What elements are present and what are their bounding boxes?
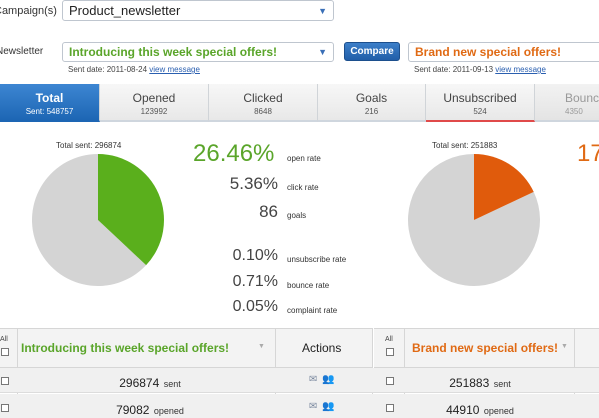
bounce-rate-value: 0.71%: [232, 273, 278, 290]
tab-unsubscribed-value: 524: [473, 107, 487, 116]
tab-opened[interactable]: Opened 123992: [100, 84, 209, 122]
compare-button[interactable]: Compare: [344, 42, 400, 61]
tab-bounce-value: 4350: [565, 107, 583, 116]
left-sent-date: Sent date: 2011-08-24: [68, 65, 148, 74]
right-pie-open-slice: [474, 154, 534, 220]
caret-down-icon: ▼: [318, 5, 327, 16]
left-row-sent-value: 296874: [119, 376, 160, 390]
tab-bounce-label: Bounce: [565, 91, 599, 105]
tab-clicked-value: 8648: [254, 107, 272, 116]
campaign-label: Campaign(s): [0, 5, 57, 17]
left-table-title: Introducing this week special offers!: [21, 341, 230, 355]
tab-bounce[interactable]: Bounce 4350: [535, 84, 599, 122]
right-row-sent: 251883 sent: [425, 374, 535, 392]
right-title-caret-icon[interactable]: ▼: [561, 343, 568, 350]
campaign-select[interactable]: Product_newsletter ▼: [62, 0, 334, 21]
right-table-header: [374, 328, 599, 368]
tab-opened-value: 123992: [140, 107, 168, 116]
newsletter-label: Newsletter: [0, 46, 44, 57]
right-row-sent-label: sent: [493, 379, 511, 389]
right-select-all-checkbox[interactable]: [386, 348, 394, 356]
tab-goals[interactable]: Goals 216: [318, 84, 426, 122]
right-newsletter-select-value: Brand new special offers!: [415, 45, 562, 59]
right-row-sent-value: 251883: [449, 376, 490, 390]
left-row-opened-value: 79082: [116, 403, 150, 417]
left-row-opened: 79082 opened: [100, 401, 200, 418]
right-view-message-link[interactable]: view message: [495, 65, 546, 74]
left-newsletter-select[interactable]: Introducing this week special offers! ▼: [62, 42, 334, 62]
left-all-label: All: [0, 336, 8, 343]
left-view-message-link[interactable]: view message: [149, 65, 200, 74]
click-rate-value: 5.36%: [229, 174, 278, 193]
row-checkbox[interactable]: [1, 377, 9, 385]
right-partial-value: 17: [577, 140, 599, 167]
tab-goals-label: Goals: [355, 91, 388, 105]
goals-value: 86: [259, 202, 278, 221]
open-rate-value: 26.46%: [193, 140, 275, 167]
table-row[interactable]: [0, 368, 599, 393]
metric-tabs: Total Sent: 548757 Opened 123992 Clicked…: [0, 84, 599, 122]
right-table-title: Brand new special offers!: [412, 341, 559, 355]
click-rate-label: click rate: [287, 183, 319, 192]
right-row-opened-value: 44910: [446, 403, 480, 417]
right-row-opened-label: opened: [483, 406, 514, 416]
row-checkbox[interactable]: [386, 404, 394, 412]
left-open-pie: [32, 154, 164, 286]
table-row[interactable]: [0, 394, 599, 418]
actions-header: Actions: [302, 341, 342, 355]
unsubscribe-rate-label: unsubscribe rate: [287, 255, 347, 264]
tab-opened-label: Opened: [132, 91, 176, 105]
row-checkbox[interactable]: [386, 377, 394, 385]
tab-total[interactable]: Total Sent: 548757: [0, 84, 100, 122]
left-title-caret-icon[interactable]: ▼: [258, 343, 265, 350]
left-pie-rest-slice: [32, 154, 147, 286]
left-select-all-checkbox[interactable]: [1, 348, 9, 356]
envelope-icon[interactable]: ✉: [309, 401, 318, 412]
tab-clicked-label: Clicked: [243, 91, 283, 105]
left-row-sent-label: sent: [163, 379, 181, 389]
left-table-header: [0, 328, 372, 368]
row-checkbox[interactable]: [1, 404, 9, 412]
people-icon[interactable]: 👥: [322, 401, 335, 412]
tab-clicked[interactable]: Clicked 8648: [209, 84, 318, 122]
tab-unsubscribed-label: Unsubscribed: [443, 91, 517, 105]
bounce-rate-label: bounce rate: [287, 281, 330, 290]
unsubscribe-rate-value: 0.10%: [232, 247, 278, 264]
right-newsletter-select[interactable]: Brand new special offers!: [408, 42, 599, 62]
right-all-label: All: [385, 336, 393, 343]
people-icon[interactable]: 👥: [322, 374, 335, 385]
right-open-pie: [408, 154, 540, 286]
tab-total-value: Sent: 548757: [25, 107, 74, 116]
right-sent-line: Sent date: 2011-09-13 view message: [414, 65, 546, 74]
tab-total-label: Total: [35, 91, 64, 105]
tab-goals-value: 216: [364, 107, 379, 116]
goals-label: goals: [287, 211, 307, 220]
left-sent-line: Sent date: 2011-08-24 view message: [68, 65, 200, 74]
left-row-opened-label: opened: [153, 406, 184, 416]
open-rate-label: open rate: [287, 154, 321, 163]
left-row-sent: 296874 sent: [100, 374, 200, 392]
right-row-opened: 44910 opened: [425, 401, 535, 418]
campaign-select-value: Product_newsletter: [69, 3, 181, 18]
tab-unsubscribed[interactable]: Unsubscribed 524: [426, 84, 535, 122]
right-sent-date: Sent date: 2011-09-13: [414, 65, 494, 74]
left-pie-open-slice: [98, 154, 164, 266]
caret-down-icon: ▼: [318, 47, 327, 57]
left-newsletter-select-value: Introducing this week special offers!: [69, 45, 278, 59]
envelope-icon[interactable]: ✉: [309, 374, 318, 385]
left-total-sent: Total sent: 296874: [56, 141, 122, 150]
complaint-rate-value: 0.05%: [232, 298, 278, 315]
right-total-sent: Total sent: 251883: [432, 141, 498, 150]
complaint-rate-label: complaint rate: [287, 306, 338, 315]
